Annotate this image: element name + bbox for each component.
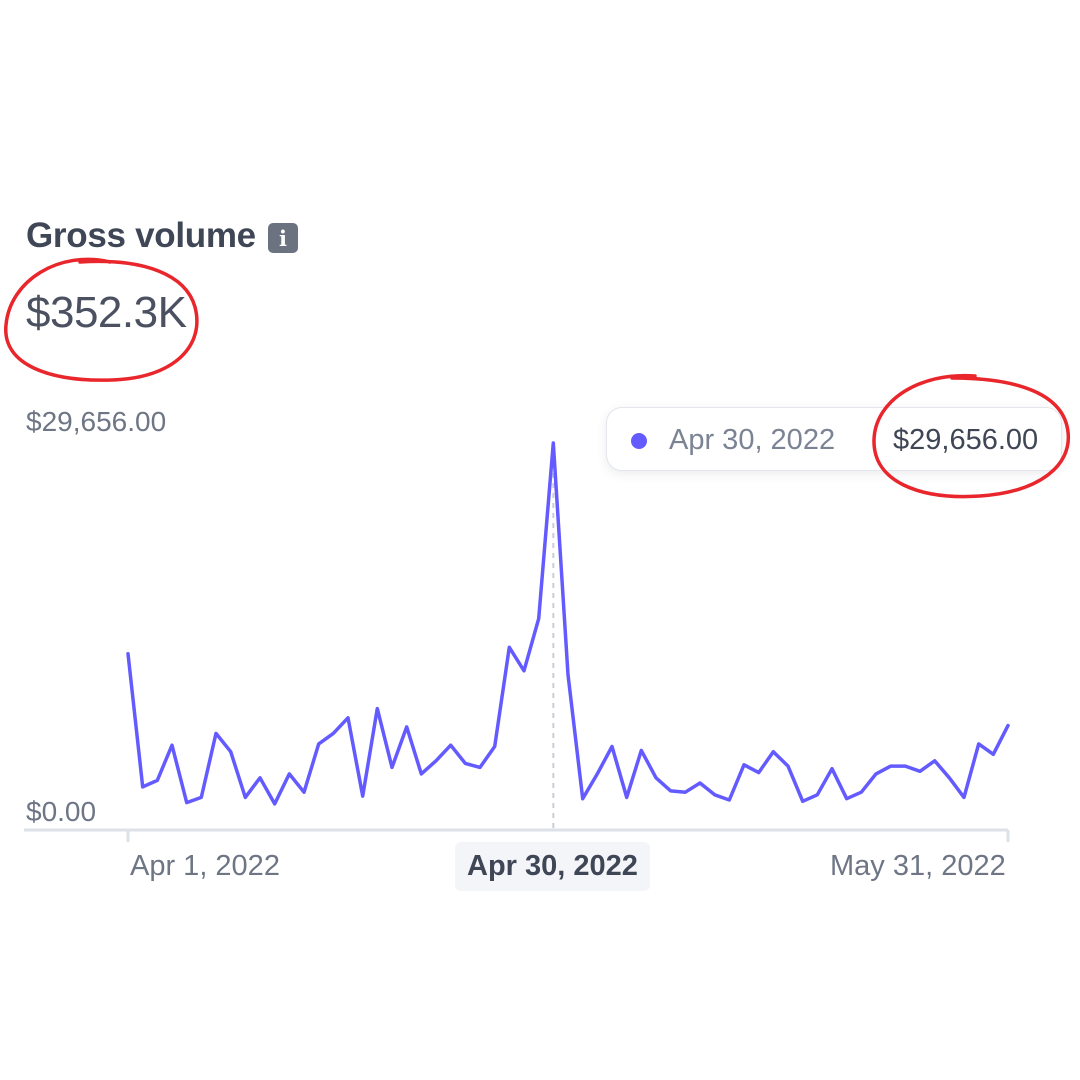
data-point[interactable] [753,767,765,779]
data-point[interactable] [415,768,427,780]
x-axis-label-start: Apr 1, 2022 [130,850,280,882]
data-point[interactable] [635,744,647,756]
data-point[interactable] [283,768,295,780]
y-axis-min-label: $0.00 [26,796,97,827]
data-point[interactable] [973,738,985,750]
data-point[interactable] [958,791,970,803]
data-point[interactable] [738,759,750,771]
data-point[interactable] [870,768,882,780]
tooltip-value: $29,656.00 [893,424,1039,456]
data-point[interactable] [269,798,281,810]
data-point[interactable] [547,437,559,449]
data-point[interactable] [650,772,662,784]
data-point[interactable] [533,613,545,625]
data-point[interactable] [357,790,369,802]
data-point[interactable] [723,794,735,806]
data-point[interactable] [137,781,149,793]
data-point[interactable] [899,760,911,772]
data-point[interactable] [371,703,383,715]
data-points [122,437,1014,810]
data-point[interactable] [606,740,618,752]
data-point[interactable] [679,786,691,798]
data-point[interactable] [459,757,471,769]
data-point[interactable] [782,760,794,772]
data-point[interactable] [591,768,603,780]
data-point[interactable] [855,786,867,798]
data-point[interactable] [386,761,398,773]
data-point[interactable] [797,795,809,807]
tooltip-date: Apr 30, 2022 [669,424,836,456]
data-point[interactable] [841,793,853,805]
data-point[interactable] [342,712,354,724]
chart-tooltip: Apr 30, 2022 $29,656.00 [606,407,1062,471]
data-point[interactable] [313,738,325,750]
data-point[interactable] [503,641,515,653]
data-point[interactable] [1002,720,1014,732]
data-point[interactable] [122,648,134,660]
data-point[interactable] [826,763,838,775]
data-point[interactable] [929,755,941,767]
data-point[interactable] [298,786,310,798]
data-point[interactable] [943,772,955,784]
data-point[interactable] [327,727,339,739]
series-line [126,441,1010,806]
data-point[interactable] [621,791,633,803]
data-point[interactable] [489,740,501,752]
data-point[interactable] [401,721,413,733]
data-point[interactable] [987,748,999,760]
data-point[interactable] [694,777,706,789]
data-point[interactable] [195,791,207,803]
data-point[interactable] [518,665,530,677]
widget-title: Gross volume [26,216,256,255]
widget-title-row: Gross volume i [26,216,298,256]
series-color-dot [631,433,647,449]
data-point[interactable] [562,669,574,681]
data-point[interactable] [767,746,779,758]
data-point[interactable] [665,785,677,797]
data-point[interactable] [577,793,589,805]
data-point[interactable] [914,765,926,777]
data-point[interactable] [811,789,823,801]
data-point[interactable] [166,739,178,751]
data-point[interactable] [210,727,222,739]
info-icon[interactable]: i [267,223,298,253]
data-point[interactable] [181,797,193,809]
y-axis-max-label: $29,656.00 [26,406,167,437]
data-point[interactable] [151,774,163,786]
x-axis-label-highlighted: Apr 30, 2022 [455,842,650,891]
x-axis-label-end: May 31, 2022 [830,850,1006,882]
data-point[interactable] [430,755,442,767]
data-point[interactable] [445,739,457,751]
data-point[interactable] [239,791,251,803]
data-point[interactable] [225,746,237,758]
data-point[interactable] [254,772,266,784]
data-point[interactable] [709,789,721,801]
data-point[interactable] [885,760,897,772]
data-point[interactable] [474,761,486,773]
